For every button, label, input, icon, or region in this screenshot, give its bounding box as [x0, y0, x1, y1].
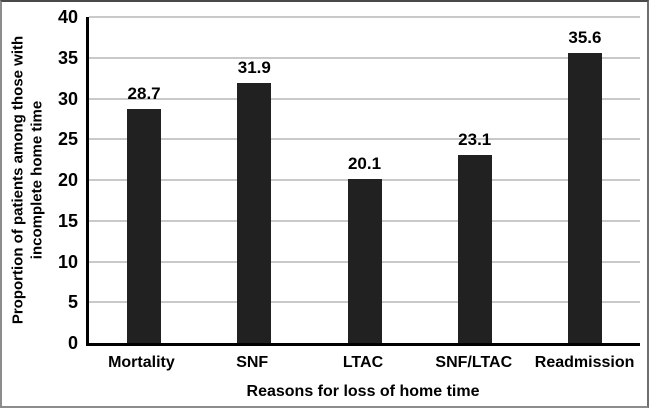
gridline	[89, 16, 640, 18]
x-category-label: Mortality	[108, 354, 175, 371]
bar-slot: 35.6	[530, 17, 640, 343]
bar-value-label: 28.7	[127, 84, 161, 104]
plot-area: 28.7 31.9 20.1 23.1 35.6	[86, 16, 640, 346]
y-tick-label: 0	[67, 333, 78, 353]
y-tick-label: 40	[57, 7, 78, 27]
y-axis-tick-labels: 0 5 10 15 20 25 30 35 40	[2, 8, 78, 352]
bar	[127, 109, 162, 343]
y-tick-label: 25	[57, 129, 78, 150]
y-tick-label: 15	[57, 210, 78, 231]
gridline	[89, 56, 640, 59]
bar-value-label: 35.6	[568, 27, 602, 47]
x-category-label: SNF/LTAC	[435, 354, 513, 371]
y-tick-label: 30	[57, 88, 78, 109]
bar	[567, 52, 602, 343]
bar	[237, 83, 272, 343]
gridline	[89, 138, 640, 141]
bar-value-label: 23.1	[458, 129, 492, 149]
x-category-label: LTAC	[342, 354, 384, 371]
x-axis-category-labels: Mortality SNF LTAC SNF/LTAC Readmission	[86, 354, 640, 372]
gridline	[89, 97, 640, 100]
bar	[347, 179, 382, 343]
y-tick-label: 35	[57, 47, 78, 68]
bar	[457, 154, 492, 343]
bar-slot: 20.1	[309, 17, 419, 343]
bars-container: 28.7 31.9 20.1 23.1 35.6	[89, 17, 640, 343]
x-category-label: SNF	[236, 354, 269, 371]
bar-slot: 23.1	[420, 17, 530, 343]
bar-slot: 28.7	[89, 17, 199, 343]
y-tick-label: 5	[67, 292, 78, 313]
x-category-label: Readmission	[534, 354, 635, 371]
bar-slot: 31.9	[199, 17, 309, 343]
bar-value-label: 20.1	[347, 154, 382, 174]
y-tick-label: 20	[57, 170, 78, 190]
y-tick-label: 10	[57, 251, 78, 272]
bar-value-label: 31.9	[237, 58, 271, 78]
x-axis-title: Reasons for loss of home time	[246, 383, 480, 400]
